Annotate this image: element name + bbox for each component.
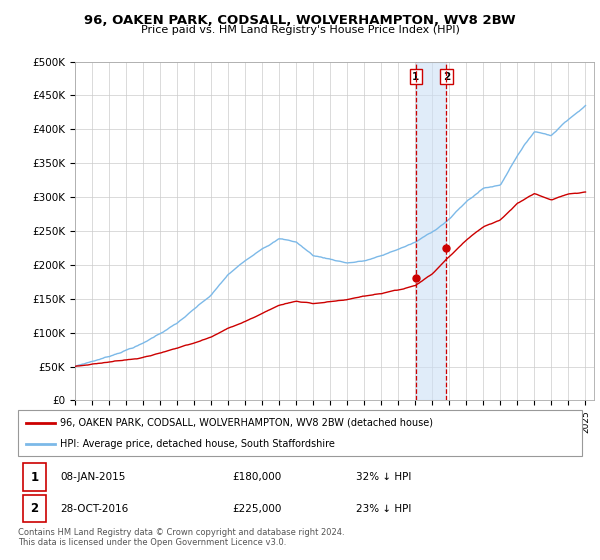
Text: 08-JAN-2015: 08-JAN-2015 [60, 472, 125, 482]
Text: £225,000: £225,000 [232, 503, 281, 514]
Text: 96, OAKEN PARK, CODSALL, WOLVERHAMPTON, WV8 2BW (detached house): 96, OAKEN PARK, CODSALL, WOLVERHAMPTON, … [60, 418, 433, 428]
Bar [23, 463, 46, 491]
Text: Contains HM Land Registry data © Crown copyright and database right 2024.
This d: Contains HM Land Registry data © Crown c… [18, 528, 344, 547]
Text: 2: 2 [30, 502, 38, 515]
Text: 28-OCT-2016: 28-OCT-2016 [60, 503, 128, 514]
Text: 96, OAKEN PARK, CODSALL, WOLVERHAMPTON, WV8 2BW: 96, OAKEN PARK, CODSALL, WOLVERHAMPTON, … [84, 14, 516, 27]
Text: 32% ↓ HPI: 32% ↓ HPI [356, 472, 412, 482]
Bar [416, 62, 446, 400]
Text: 1: 1 [30, 471, 38, 484]
Text: 1: 1 [412, 72, 419, 82]
Text: Price paid vs. HM Land Registry's House Price Index (HPI): Price paid vs. HM Land Registry's House … [140, 25, 460, 35]
Bar [23, 494, 46, 522]
Text: £180,000: £180,000 [232, 472, 281, 482]
Text: HPI: Average price, detached house, South Staffordshire: HPI: Average price, detached house, Sout… [60, 439, 335, 449]
Text: 2: 2 [443, 72, 450, 82]
Text: 23% ↓ HPI: 23% ↓ HPI [356, 503, 412, 514]
